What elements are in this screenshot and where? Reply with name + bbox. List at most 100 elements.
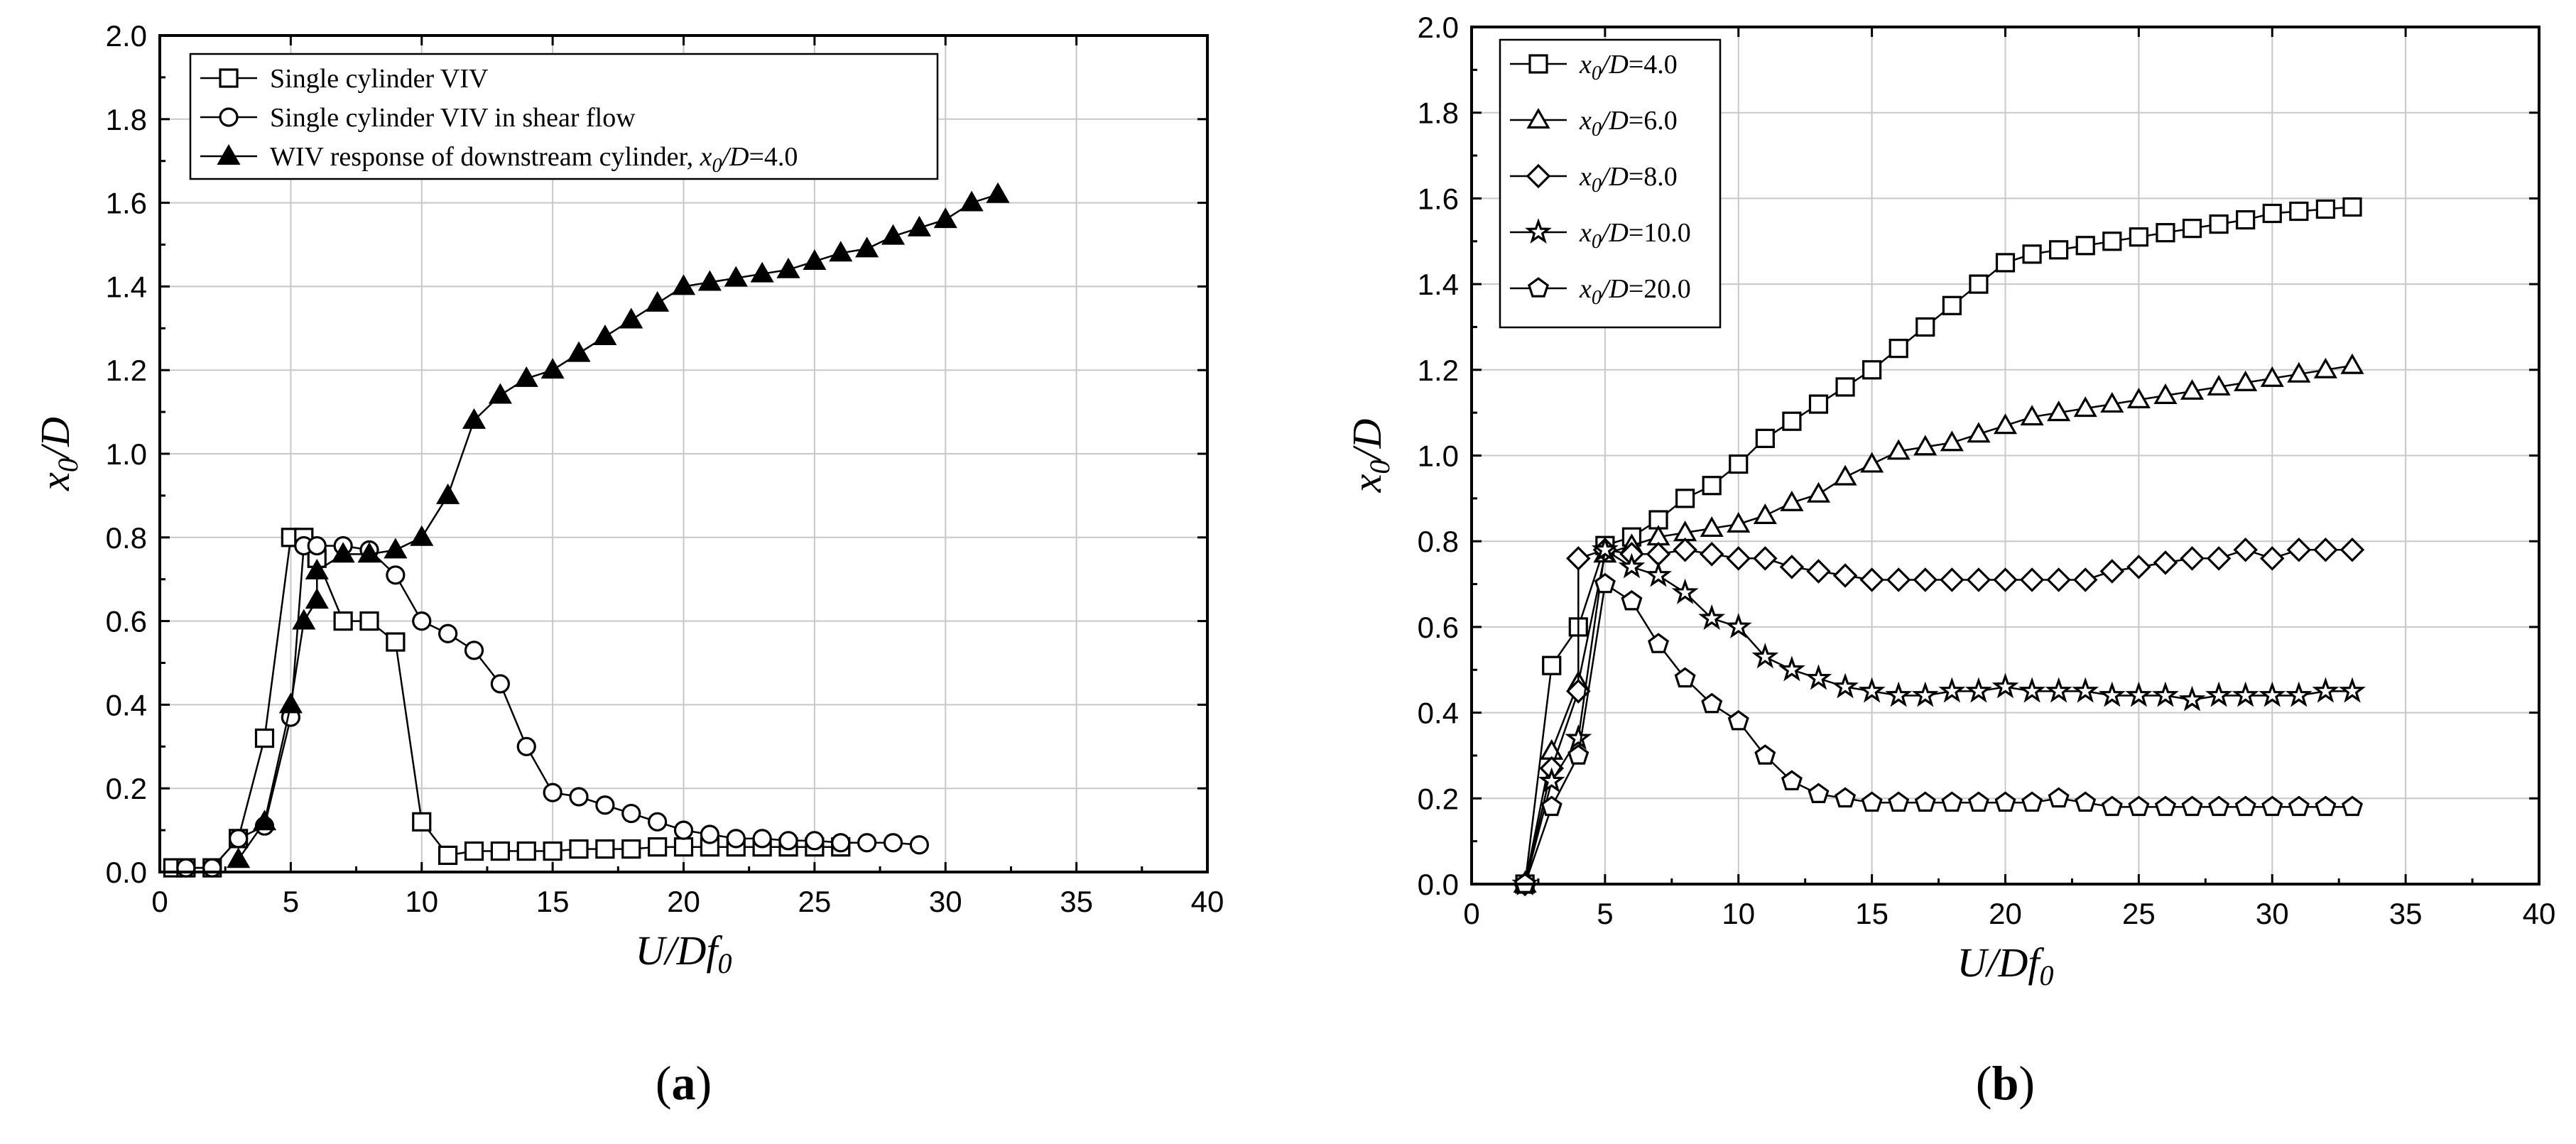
data-point [648,812,668,832]
data-point [1698,604,1726,630]
data-point [2152,681,2179,707]
data-point [1594,572,1616,594]
data-point [1885,681,1913,707]
legend-marker [217,143,241,165]
legend-entry: Single cylinder VIV in shear flow [270,103,636,133]
data-point [621,803,641,824]
data-point [803,249,827,271]
data-point [2046,567,2071,592]
data-point [2232,681,2259,707]
data-point [2286,538,2312,562]
data-point [1805,664,1832,690]
data-point [1806,559,1831,584]
data-point [569,787,589,807]
series-diamond [1512,538,2365,897]
y-axis-label: x0/D [32,417,84,491]
data-point [1994,791,2016,812]
data-point [2181,795,2203,817]
data-point [933,207,957,229]
data-point [1782,411,1802,431]
data-point [464,841,484,861]
data-point [1969,274,1989,294]
y-tick-label: 0.4 [1418,697,1459,730]
data-point [2019,567,2045,592]
x-tick-label: 10 [405,885,438,918]
data-point [831,833,851,853]
legend-marker [1528,277,1549,298]
data-point [2313,357,2337,378]
data-point [595,839,615,859]
data-point [855,236,879,258]
data-point [1542,655,1562,675]
x-tick-label: 35 [2389,897,2423,930]
data-point [726,829,746,849]
data-point [2178,685,2206,712]
data-point [2206,546,2232,571]
data-point [252,810,277,831]
x-tick-label: 5 [1597,897,1613,930]
legend-entry: x0/D=6.0 [1579,106,1678,141]
data-point [1888,339,1908,359]
data-point [1753,503,1777,524]
data-point [1778,655,1805,682]
legend-entry: WIV response of downstream cylinder, x0/… [270,142,798,177]
data-point [1780,490,1804,511]
data-point [436,483,460,504]
data-point [1701,692,1723,714]
data-point [1724,613,1752,638]
y-tick-label: 1.0 [1418,440,1459,473]
data-point [2209,214,2229,234]
data-point [1727,512,1751,533]
data-point [1940,430,1964,452]
data-point [2021,791,2043,812]
series-star [1511,535,2366,896]
data-point [1618,552,1646,579]
data-point [1671,578,1699,604]
data-point [202,858,222,878]
x-tick-label: 30 [929,885,962,918]
data-point [2289,201,2309,222]
data-point [1566,546,1591,571]
data-point [2315,199,2335,219]
data-point [2312,677,2339,703]
data-point [1832,672,1859,699]
data-point [752,829,772,849]
axis-ticks: 0 5 10 15 20 25 30 35 40 0.0 0.2 0.4 0.6 0.8 1.0 1.2 1.4… [106,19,1224,918]
y-tick-label: 1.4 [106,270,147,303]
y-tick-label: 1.2 [1418,354,1459,387]
data-point [1860,452,1884,473]
legend-entry: x0/D=4.0 [1579,50,1678,85]
data-point [805,831,825,851]
data-point [2156,223,2175,243]
x-axis-label: U/Df0 [1957,939,2054,991]
data-point [1967,422,1991,443]
data-point [1886,439,1911,460]
data-point [673,837,694,857]
data-point [1565,724,1592,750]
data-point [2339,677,2366,703]
data-point [357,542,381,563]
data-point [724,266,748,287]
series-triangle [227,182,1010,868]
x-tick-label: 20 [1989,897,2022,930]
data-point [412,812,432,832]
data-point [464,641,484,660]
data-point [1700,516,1724,538]
data-point [2129,227,2148,247]
x-axis-label: U/Df0 [636,927,732,979]
data-point [2072,567,2098,592]
y-tick-label: 0.2 [106,772,147,805]
data-point [2236,209,2256,230]
data-point [829,241,853,262]
data-point [2101,795,2123,817]
data-point [488,383,512,404]
plot-frame [1470,26,2540,886]
data-point [540,358,565,379]
data-point [1859,567,1884,592]
data-point [331,542,355,563]
data-point [1861,791,1883,812]
chart-panel-a: 0 5 10 15 20 25 30 35 40 0.0 0.2 0.4 0.6 0.8 1.0 1.2 1.4… [32,19,1224,1110]
data-point [2339,538,2365,562]
y-tick-label: 1.4 [1418,268,1459,301]
data-point [1995,253,2016,273]
